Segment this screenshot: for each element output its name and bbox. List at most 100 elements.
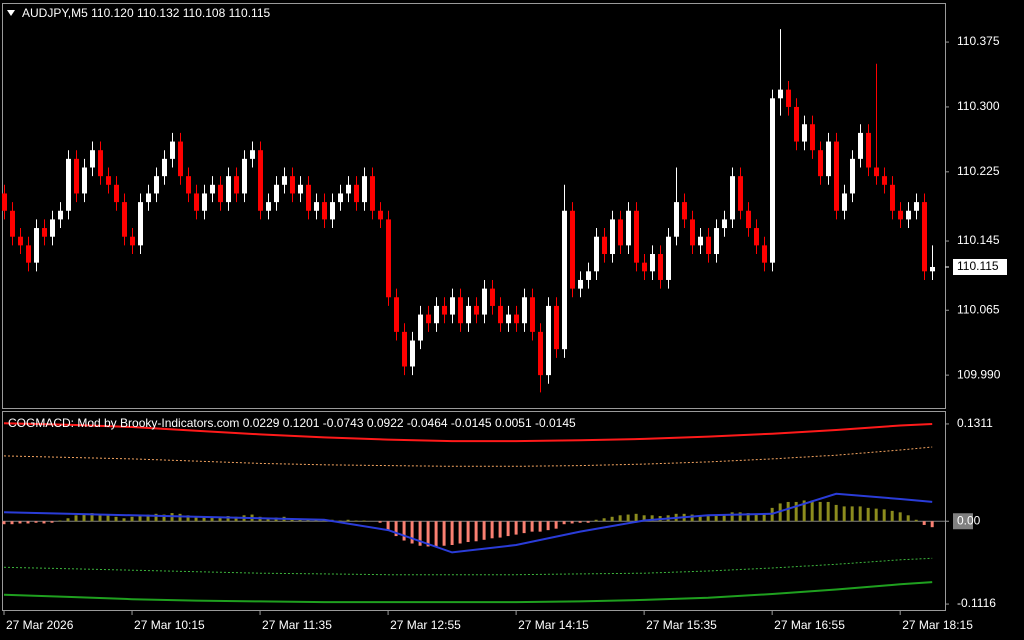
candle-body bbox=[586, 271, 591, 280]
y-tick-label: 0.00 bbox=[957, 513, 981, 527]
x-tick-label: 27 Mar 2026 bbox=[6, 618, 74, 632]
candle-body bbox=[306, 184, 311, 211]
candle-body bbox=[474, 305, 479, 315]
y-tick-label: -0.1116 bbox=[957, 596, 996, 610]
candle-body bbox=[914, 202, 919, 211]
candle-body bbox=[866, 132, 871, 168]
candle-body bbox=[266, 202, 271, 211]
candle-body bbox=[794, 106, 799, 142]
candle-body bbox=[362, 176, 367, 203]
x-tick-label: 27 Mar 15:35 bbox=[646, 618, 717, 632]
candle-body bbox=[682, 202, 687, 220]
candle-body bbox=[522, 297, 527, 324]
candle-body bbox=[370, 176, 375, 211]
candle-body bbox=[450, 297, 455, 315]
candle-body bbox=[874, 167, 879, 177]
candle-body bbox=[546, 305, 551, 376]
candle-body bbox=[570, 210, 575, 289]
candle-body bbox=[330, 202, 335, 220]
candle-body bbox=[274, 184, 279, 203]
candle-body bbox=[610, 219, 615, 255]
candle-body bbox=[826, 141, 831, 177]
candle-body bbox=[554, 305, 559, 350]
indicator-line bbox=[3, 446, 933, 467]
candle-body bbox=[810, 124, 815, 151]
candle-body bbox=[354, 184, 359, 203]
candle-body bbox=[578, 279, 583, 289]
candle-body bbox=[642, 262, 647, 272]
y-tick-label: 0.1311 bbox=[957, 416, 993, 430]
x-tick-label: 27 Mar 12:55 bbox=[390, 618, 461, 632]
candle-body bbox=[34, 228, 39, 263]
candle-body bbox=[602, 236, 607, 255]
candle-body bbox=[218, 184, 223, 203]
candle-body bbox=[194, 193, 199, 211]
y-tick-label: 110.145 bbox=[957, 233, 1000, 247]
candle-body bbox=[698, 236, 703, 246]
candle-body bbox=[562, 210, 567, 350]
candle-body bbox=[66, 158, 71, 211]
current-price-box bbox=[953, 258, 1007, 275]
candle-body bbox=[666, 236, 671, 280]
candle-body bbox=[890, 184, 895, 211]
candle-body bbox=[410, 340, 415, 367]
candle-body bbox=[122, 202, 127, 237]
current-price-label: 110.115 bbox=[957, 259, 999, 273]
candle-body bbox=[58, 210, 63, 220]
candle-body bbox=[426, 314, 431, 324]
candle-body bbox=[690, 219, 695, 246]
candle-body bbox=[50, 219, 55, 237]
candle-body bbox=[226, 176, 231, 203]
collapse-triangle[interactable] bbox=[7, 10, 15, 16]
y-tick-label: 110.225 bbox=[957, 164, 1000, 178]
candle-body bbox=[778, 89, 783, 99]
candle-body bbox=[714, 228, 719, 255]
candle-body bbox=[378, 210, 383, 220]
candle-body bbox=[186, 176, 191, 194]
candle-body bbox=[210, 184, 215, 194]
candle-body bbox=[290, 176, 295, 194]
candle-body bbox=[658, 254, 663, 280]
candle-body bbox=[26, 245, 31, 263]
candle-body bbox=[82, 167, 87, 194]
candle-body bbox=[242, 158, 247, 194]
candle-body bbox=[418, 314, 423, 341]
candle-body bbox=[258, 150, 263, 211]
y-tick-label: 109.990 bbox=[957, 367, 1001, 381]
candle-body bbox=[722, 219, 727, 229]
x-tick-label: 27 Mar 18:15 bbox=[902, 618, 973, 632]
candle-body bbox=[250, 150, 255, 159]
candle-body bbox=[738, 176, 743, 211]
candle-body bbox=[730, 176, 735, 220]
candle-body bbox=[634, 210, 639, 263]
candle-body bbox=[850, 158, 855, 194]
candle-body bbox=[882, 176, 887, 185]
candle-body bbox=[106, 176, 111, 185]
candle-body bbox=[594, 236, 599, 272]
candle-body bbox=[802, 124, 807, 142]
indicator-line bbox=[3, 422, 933, 443]
candle-body bbox=[922, 202, 927, 272]
candle-body bbox=[898, 210, 903, 220]
candle-body bbox=[10, 210, 15, 237]
candle-body bbox=[498, 305, 503, 324]
candle-body bbox=[386, 219, 391, 298]
candle-body bbox=[322, 202, 327, 220]
candle-body bbox=[402, 331, 407, 367]
indicator-line bbox=[3, 581, 933, 604]
candle-body bbox=[338, 193, 343, 203]
candle-body bbox=[282, 176, 287, 185]
candle-body bbox=[538, 331, 543, 376]
candle-body bbox=[458, 297, 463, 324]
x-tick-label: 27 Mar 16:55 bbox=[774, 618, 845, 632]
candle-body bbox=[482, 288, 487, 315]
candle-body bbox=[170, 141, 175, 159]
candle-body bbox=[146, 193, 151, 203]
candle-body bbox=[394, 297, 399, 332]
candle-body bbox=[650, 254, 655, 272]
candle-body bbox=[298, 184, 303, 194]
candle-body bbox=[202, 193, 207, 211]
candle-body bbox=[466, 305, 471, 324]
